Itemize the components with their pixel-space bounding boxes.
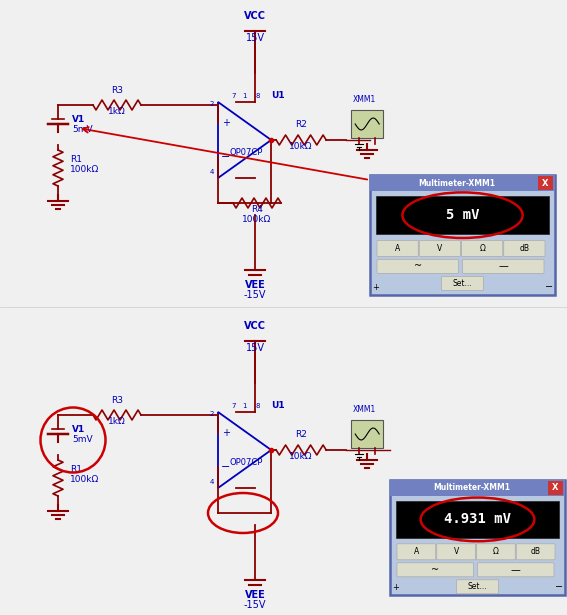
Text: −: − [555,582,563,592]
Text: 1kΩ: 1kΩ [108,417,126,426]
Text: R2: R2 [295,430,307,439]
Bar [351,420,383,448]
Text: dB: dB [531,547,540,557]
Text: 5mV: 5mV [72,125,92,135]
Bar [351,110,383,138]
Text: —: — [511,565,521,575]
Text: VEE: VEE [244,590,265,600]
Text: 100kΩ: 100kΩ [70,165,99,175]
Text: +: + [392,582,399,592]
Text: Ω: Ω [479,244,485,253]
FancyBboxPatch shape [463,260,544,274]
Text: R3: R3 [111,396,123,405]
Text: -15V: -15V [244,600,266,610]
Text: +: + [373,282,379,292]
Text: U1: U1 [271,401,285,410]
Text: 2: 2 [210,411,214,417]
FancyBboxPatch shape [503,240,545,256]
Text: Multimeter-XMM1: Multimeter-XMM1 [418,178,495,188]
FancyBboxPatch shape [462,240,503,256]
FancyBboxPatch shape [370,175,555,295]
FancyBboxPatch shape [377,260,459,274]
Text: −: − [545,282,553,292]
Text: 8: 8 [256,403,260,409]
Text: A: A [395,244,400,253]
Text: A: A [414,547,419,557]
Text: Set...: Set... [468,582,487,591]
Text: OP07CP: OP07CP [229,458,263,467]
Text: R3: R3 [111,86,123,95]
FancyBboxPatch shape [390,480,565,595]
Text: 1: 1 [242,403,246,409]
Text: 10kΩ: 10kΩ [289,452,313,461]
Text: −: − [221,462,231,472]
Text: VCC: VCC [244,321,266,331]
FancyBboxPatch shape [437,544,476,560]
Text: 15V: 15V [246,33,264,43]
Bar [376,196,549,234]
FancyBboxPatch shape [516,544,555,560]
Text: X: X [542,178,549,188]
Text: V: V [454,547,459,557]
Text: —: — [498,261,508,271]
Text: R4: R4 [251,205,263,214]
Text: 1: 1 [242,93,246,99]
Text: 10kΩ: 10kΩ [289,142,313,151]
FancyBboxPatch shape [477,563,554,577]
FancyBboxPatch shape [476,544,515,560]
Text: OP07CP: OP07CP [229,148,263,157]
Text: 5mV: 5mV [72,435,92,445]
Text: Multimeter-XMM1: Multimeter-XMM1 [433,483,510,493]
Text: 4: 4 [210,169,214,175]
Text: 8: 8 [256,93,260,99]
Text: VCC: VCC [244,11,266,21]
Text: R1: R1 [70,156,82,164]
Text: −: − [221,152,231,162]
Text: V1: V1 [72,426,85,435]
Text: dB: dB [519,244,530,253]
Text: ~: ~ [431,565,439,575]
Text: 5 mV: 5 mV [446,208,479,222]
Text: U1: U1 [271,91,285,100]
FancyBboxPatch shape [442,276,484,290]
Text: 2: 2 [210,101,214,107]
Text: 7: 7 [232,93,236,99]
Text: Ω: Ω [493,547,499,557]
Text: XMM1: XMM1 [353,405,376,414]
Text: V: V [437,244,442,253]
Text: 15V: 15V [246,343,264,353]
Text: 100kΩ: 100kΩ [70,475,99,485]
Text: 4.931 mV: 4.931 mV [444,512,511,526]
Text: VEE: VEE [244,280,265,290]
FancyBboxPatch shape [377,240,418,256]
Text: 100kΩ: 100kΩ [242,215,272,224]
FancyBboxPatch shape [397,563,473,577]
Bar [390,480,565,496]
Text: +: + [222,118,230,128]
Text: -15V: -15V [244,290,266,300]
Text: 4: 4 [210,479,214,485]
Text: R2: R2 [295,120,307,129]
Text: X: X [552,483,558,493]
FancyBboxPatch shape [419,240,460,256]
Bar [538,176,553,190]
Bar [370,175,555,191]
Bar [548,481,563,495]
Text: Set...: Set... [452,279,472,288]
Text: V1: V1 [72,116,85,124]
Text: XMM1: XMM1 [353,95,376,104]
Text: ~: ~ [414,261,422,271]
Text: 1kΩ: 1kΩ [108,107,126,116]
Text: +: + [222,428,230,438]
FancyBboxPatch shape [397,544,436,560]
FancyBboxPatch shape [456,580,498,594]
Text: R1: R1 [70,466,82,475]
Bar [396,501,559,538]
Text: 7: 7 [232,403,236,409]
